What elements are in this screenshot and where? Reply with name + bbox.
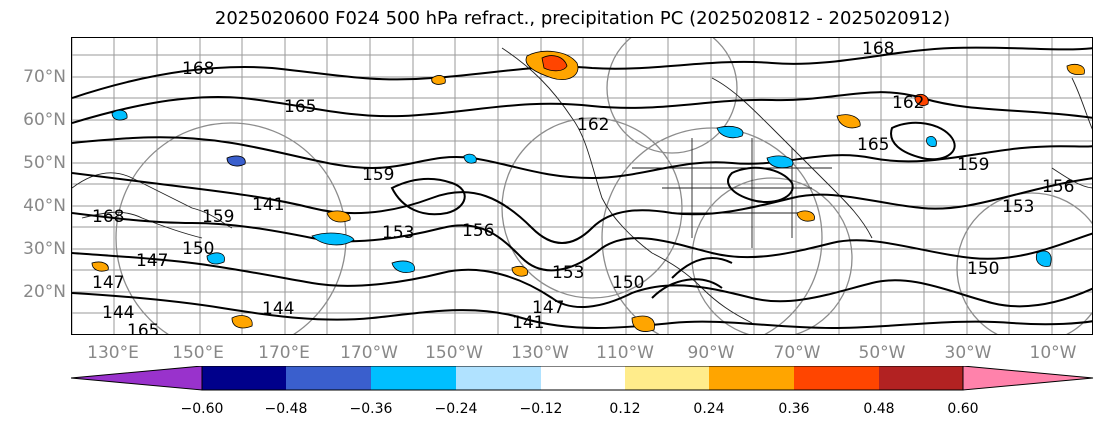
colorbar-extend-high	[962, 365, 1094, 391]
contour-label: 141	[512, 313, 544, 333]
contour-label: 162	[892, 93, 924, 113]
contour-label: 168	[92, 207, 124, 227]
lon-label-110w: 110°W	[596, 343, 654, 363]
lon-label-10w: 10°W	[1029, 343, 1077, 363]
lat-label-60n: 60°N	[23, 110, 66, 130]
contour-label: 153	[1002, 197, 1034, 217]
contour-label: 150	[967, 259, 999, 279]
colorbar-swatch	[202, 366, 286, 390]
colorbar-tick: −0.48	[264, 401, 308, 417]
colorbar-swatch	[794, 366, 879, 390]
contours	[72, 46, 1092, 330]
contour-label: 159	[362, 165, 394, 185]
contour-label: 144	[102, 303, 134, 323]
colorbar-tick: −0.24	[434, 401, 478, 417]
lon-label-90w: 90°W	[687, 343, 735, 363]
contour-label: 147	[92, 273, 124, 293]
lat-label-40n: 40°N	[23, 196, 66, 216]
contour-label: 144	[262, 299, 294, 319]
lon-label-170e: 170°E	[258, 343, 310, 363]
lon-label-130e: 130°E	[87, 343, 139, 363]
contour-label: 150	[612, 273, 644, 293]
contour-label: 159	[202, 207, 234, 227]
contour-label: 153	[552, 263, 584, 283]
contour-label: 165	[284, 97, 316, 117]
contour-label: 168	[862, 39, 894, 59]
precip-shading	[91, 50, 1085, 332]
contour-label: 141	[252, 195, 284, 215]
colorbar-swatch	[286, 366, 371, 390]
colorbar-tick: 0.24	[693, 401, 725, 417]
contour-label: 165	[127, 321, 159, 335]
contour-label: 156	[1042, 177, 1074, 197]
contour-label: 159	[957, 155, 989, 175]
contour-label: 147	[532, 298, 564, 318]
lon-label-70w: 70°W	[773, 343, 821, 363]
lon-label-150e: 150°E	[172, 343, 224, 363]
colorbar-tick: 0.60	[947, 401, 979, 417]
colorbar-swatch	[541, 366, 625, 390]
colorbar-swatch	[879, 366, 963, 390]
lon-label-170w: 170°W	[340, 343, 398, 363]
colorbar-tick: 0.12	[609, 401, 641, 417]
lat-label-30n: 30°N	[23, 239, 66, 259]
colorbar-swatch	[625, 366, 709, 390]
graticule	[72, 38, 1092, 334]
contour-label: 162	[577, 115, 609, 135]
lat-label-50n: 50°N	[23, 153, 66, 173]
contour-label: 150	[182, 239, 214, 259]
lon-label-150w: 150°W	[425, 343, 483, 363]
colorbar-extend-low	[70, 365, 203, 391]
colorbar-tick: 0.48	[863, 401, 895, 417]
lon-label-30w: 30°W	[944, 343, 992, 363]
colorbar-swatch	[709, 366, 794, 390]
contour-label: 168	[182, 59, 214, 79]
colorbar	[70, 365, 1096, 398]
colorbar-swatch	[371, 366, 456, 390]
contour-label: 165	[857, 135, 889, 155]
lon-label-50w: 50°W	[858, 343, 906, 363]
lat-label-70n: 70°N	[23, 67, 66, 87]
map-title: 2025020600 F024 500 hPa refract., precip…	[214, 8, 951, 29]
lon-label-130w: 130°W	[511, 343, 569, 363]
colorbar-swatch	[456, 366, 541, 390]
contour-label: 147	[136, 251, 168, 271]
contour-labels: 168 165 162 159 156 153 150 147 144 141 …	[92, 39, 1074, 335]
map-svg: 168 165 162 159 156 153 150 147 144 141 …	[72, 38, 1092, 335]
colorbar-tick: −0.36	[349, 401, 393, 417]
colorbar-tick: −0.12	[519, 401, 563, 417]
contour-label: 156	[462, 221, 494, 241]
contour-label: 153	[382, 223, 414, 243]
colorbar-tick: 0.36	[778, 401, 810, 417]
map-panel[interactable]: 168 165 162 159 156 153 150 147 144 141 …	[71, 37, 1093, 335]
colorbar-tick: −0.60	[180, 401, 224, 417]
lat-label-20n: 20°N	[23, 282, 66, 302]
